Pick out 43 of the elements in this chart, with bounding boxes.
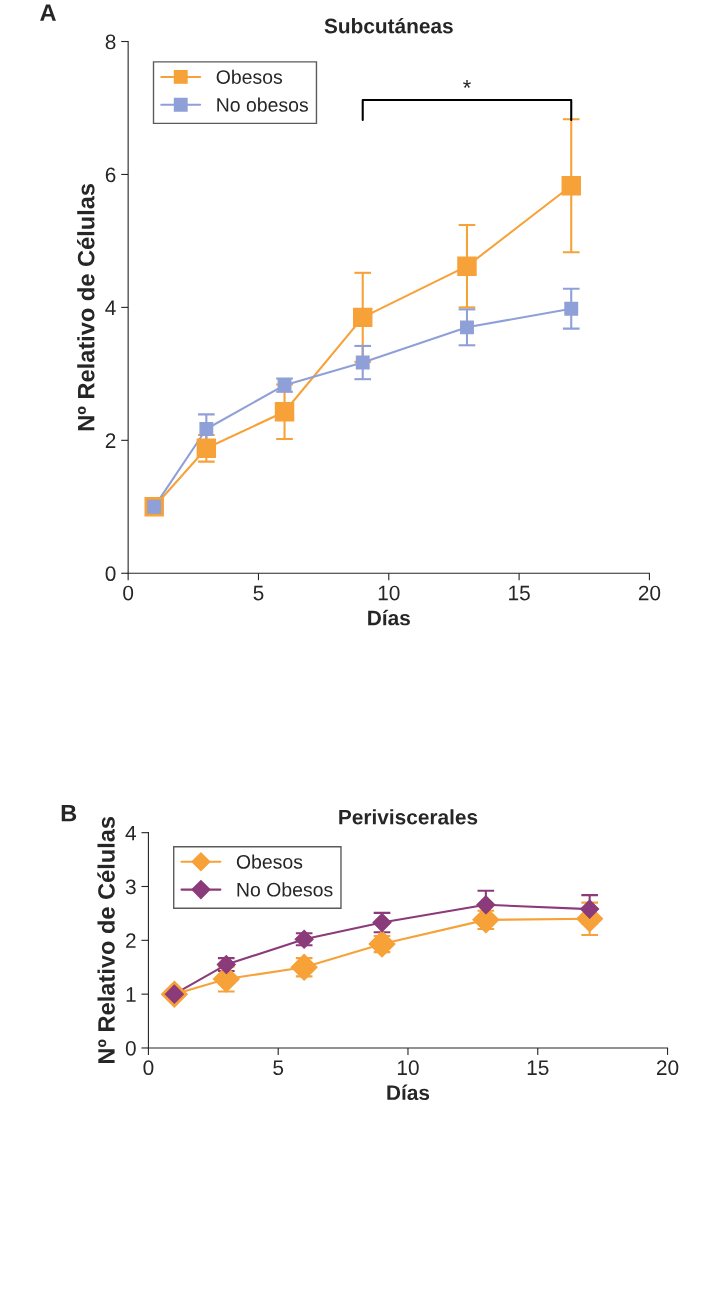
y-tick-label: 0 — [125, 1040, 136, 1056]
y-tick-label: 6 — [105, 167, 116, 183]
point — [199, 422, 214, 436]
x-tick-label: 15 — [509, 585, 530, 601]
point — [457, 256, 477, 276]
x-tick-label: 15 — [527, 1060, 549, 1076]
legend-label: Obesos — [216, 69, 283, 84]
text: B — [61, 805, 77, 822]
point — [564, 301, 579, 316]
point — [476, 895, 496, 915]
chart-title: Subcutáneas — [324, 17, 453, 34]
x-tick-label: 0 — [143, 1060, 154, 1076]
x-tick-label: 5 — [273, 1060, 284, 1076]
point — [355, 355, 370, 370]
annotation: * — [463, 80, 471, 88]
x-axis-title: Días — [368, 609, 410, 626]
y-tick-label: 1 — [126, 987, 136, 1002]
point — [274, 402, 295, 422]
y-axis-title: Nº Relativo de Células — [76, 183, 95, 431]
legend-label: No obesos — [217, 97, 308, 112]
y-tick-label: 2 — [105, 433, 116, 448]
y-axis-title: Nº Relativo de Células — [97, 816, 115, 1064]
x-tick-label: 10 — [397, 1060, 419, 1076]
text: A — [40, 4, 56, 21]
chart-title: Periviscerales — [339, 809, 478, 825]
point — [196, 438, 217, 459]
y-tick-label: 4 — [105, 300, 116, 315]
legend-label: Obesos — [236, 854, 303, 869]
point — [561, 176, 581, 196]
y-tick-label: 8 — [105, 34, 116, 50]
x-tick-label: 5 — [253, 585, 264, 601]
x-tick-label: 20 — [656, 1060, 679, 1076]
x-tick-label: 10 — [378, 585, 400, 601]
x-axis-title: Días — [387, 1084, 430, 1101]
point — [460, 320, 474, 335]
y-tick-label: 4 — [125, 825, 137, 841]
y-tick-label: 0 — [105, 566, 116, 582]
y-tick-label: 3 — [125, 879, 136, 895]
point — [580, 899, 600, 919]
legend-label: No Obesos — [237, 882, 333, 897]
point — [353, 307, 373, 328]
x-tick-label: 20 — [638, 585, 661, 601]
y-tick-label: 2 — [126, 933, 136, 948]
